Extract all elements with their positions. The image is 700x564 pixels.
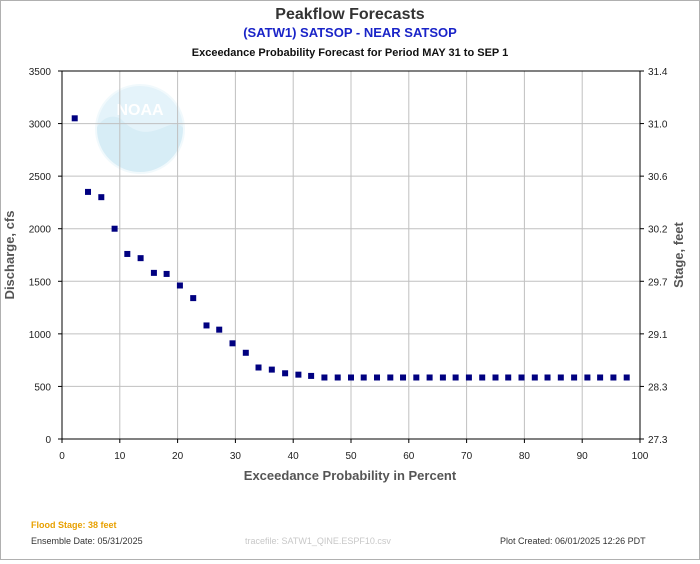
data-point (176, 282, 183, 289)
data-point (374, 374, 381, 381)
x-tick-label: 20 (172, 451, 184, 462)
noaa-logo: NOAA (95, 84, 185, 174)
y-tick-label: 3500 (29, 67, 52, 78)
y-tick-label: 0 (45, 435, 51, 446)
plot-created: Plot Created: 06/01/2025 12:26 PDT (500, 536, 646, 546)
chart-subtitle: (SATW1) SATSOP - NEAR SATSOP (243, 25, 457, 40)
y-tick-label: 1000 (29, 330, 52, 341)
y2-tick-label: 31.0 (648, 120, 668, 131)
chart-title: Peakflow Forecasts (275, 6, 425, 23)
tracefile-name: tracefile: SATW1_QINE.ESPF10.csv (245, 536, 391, 546)
y2-tick-label: 30.2 (648, 225, 668, 236)
data-point (98, 194, 105, 201)
data-point (426, 374, 433, 381)
data-point (190, 295, 197, 302)
x-tick-label: 0 (59, 451, 65, 462)
data-point (465, 374, 472, 381)
y-tick-label: 3000 (29, 120, 52, 131)
data-point (124, 250, 131, 257)
x-tick-label: 80 (519, 451, 531, 462)
y2-axis-label: Stage, feet (671, 221, 686, 287)
data-point (255, 364, 262, 371)
y-tick-label: 2500 (29, 172, 52, 183)
ensemble-date: Ensemble Date: 05/31/2025 (31, 536, 143, 546)
y-tick-label: 2000 (29, 225, 52, 236)
data-point (242, 349, 249, 356)
data-points (71, 115, 630, 381)
data-point (111, 225, 118, 232)
period-caption: Exceedance Probability Forecast for Peri… (192, 47, 508, 59)
data-point (163, 270, 170, 277)
data-point (387, 374, 394, 381)
x-tick-label: 30 (230, 451, 242, 462)
data-point (268, 366, 275, 373)
data-point (71, 115, 78, 122)
data-point (413, 374, 420, 381)
y2-tick-label: 29.7 (648, 277, 668, 288)
data-point (334, 374, 341, 381)
x-axis-label: Exceedance Probability in Percent (244, 468, 457, 483)
x-tick-label: 10 (114, 451, 126, 462)
data-point (623, 374, 630, 381)
data-point (610, 374, 617, 381)
x-tick-label: 70 (461, 451, 473, 462)
y-axis-label: Discharge, cfs (2, 211, 17, 300)
y2-tick-label: 29.1 (648, 330, 668, 341)
data-point (150, 269, 157, 276)
logo-text: NOAA (116, 102, 164, 119)
data-point (85, 188, 92, 195)
data-point (295, 371, 302, 378)
data-point (439, 374, 446, 381)
grid-layer (62, 71, 640, 439)
data-point (557, 374, 564, 381)
data-point (400, 374, 407, 381)
data-point (229, 340, 236, 347)
data-point (321, 374, 328, 381)
y2-tick-label: 30.6 (648, 172, 668, 183)
data-point (505, 374, 512, 381)
x-tick-label: 100 (632, 451, 649, 462)
data-point (203, 322, 210, 329)
data-point (492, 374, 499, 381)
y2-tick-label: 27.3 (648, 435, 668, 446)
y2-tick-label: 28.3 (648, 382, 668, 393)
flood-stage-note: Flood Stage: 38 feet (31, 520, 117, 530)
data-point (282, 370, 289, 377)
data-point (308, 372, 315, 379)
data-point (597, 374, 604, 381)
y2-tick-label: 31.4 (648, 67, 668, 78)
data-point (544, 374, 551, 381)
x-tick-label: 40 (288, 451, 300, 462)
y-tick-label: 500 (34, 382, 51, 393)
x-tick-label: 50 (345, 451, 357, 462)
data-point (518, 374, 525, 381)
data-point (360, 374, 367, 381)
data-point (571, 374, 578, 381)
data-point (216, 326, 223, 333)
data-point (348, 374, 354, 381)
y-tick-label: 1500 (29, 277, 52, 288)
data-point (452, 374, 459, 381)
data-point (479, 374, 486, 381)
x-tick-label: 90 (577, 451, 589, 462)
data-point (584, 374, 591, 381)
x-tick-label: 60 (403, 451, 415, 462)
data-point (137, 255, 144, 262)
data-point (531, 374, 538, 381)
